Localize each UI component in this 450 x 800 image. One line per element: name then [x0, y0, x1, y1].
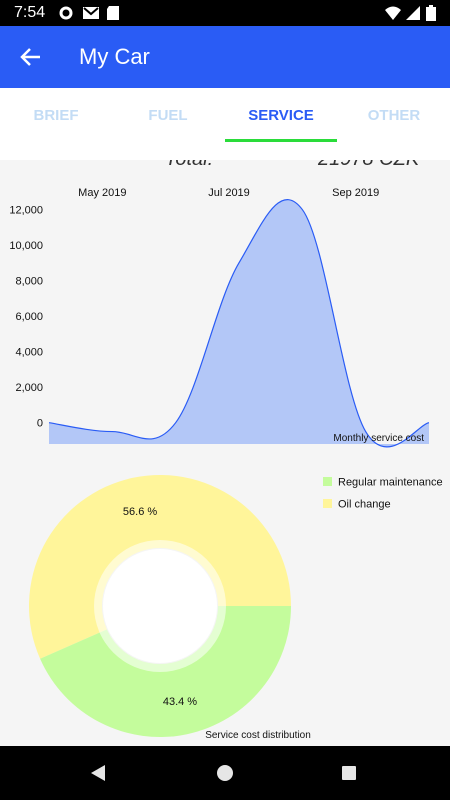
y-tick-label: 2,000 [15, 382, 43, 394]
y-tick-label: 6,000 [15, 311, 43, 323]
wifi-icon [385, 6, 401, 20]
x-top-label: Sep 2019 [332, 187, 379, 199]
total-value: 21978 CZK [318, 160, 419, 171]
service-content[interactable]: Total: 21978 CZK May 2019 Jul 2019 Sep 201… [0, 160, 450, 746]
legend-label: Regular maintenance [338, 477, 443, 489]
y-tick-label: 4,000 [15, 347, 43, 359]
signal-icon [406, 6, 420, 20]
battery-icon [426, 5, 436, 21]
tab-service[interactable]: SERVICE [248, 107, 314, 124]
pie-hole-center [103, 549, 217, 663]
tab-other[interactable]: OTHER [367, 107, 421, 124]
tab-fuel[interactable]: FUEL [148, 107, 188, 124]
y-tick-label: 0 [37, 418, 43, 430]
system-nav-bar [0, 746, 450, 800]
back-triangle-icon[interactable] [89, 764, 107, 782]
gear-icon [59, 6, 73, 20]
page-title: My Car [79, 44, 150, 69]
pie-slice-label: 43.4 % [163, 696, 197, 708]
legend-swatch [323, 477, 332, 486]
active-tab-indicator [225, 139, 337, 142]
status-time: 7:54 [14, 4, 46, 21]
y-tick-label: 10,000 [9, 240, 43, 252]
area-series-fill [49, 199, 429, 447]
app-bar: My Car [0, 26, 450, 88]
tab-bar: BRIEF FUEL SERVICE OTHER [0, 88, 450, 160]
y-tick-label: 12,000 [9, 205, 43, 217]
total-label: Total: [165, 160, 213, 171]
y-tick-label: 8,000 [15, 276, 43, 288]
service-cost-distribution-chart: 56.6 % 43.4 % Regular maintenance Oil chan… [28, 475, 443, 741]
area-series-line [48, 199, 430, 448]
sd-card-icon [107, 6, 119, 20]
pie-chart-title: Service cost distribution [205, 730, 311, 741]
legend-swatch [323, 499, 332, 508]
home-circle-icon[interactable] [215, 763, 235, 783]
area-chart-title: Monthly service cost [333, 433, 424, 444]
recents-square-icon[interactable] [341, 765, 357, 781]
status-bar: 7:54 [0, 0, 450, 26]
pie-slice-label: 56.6 % [123, 506, 157, 518]
legend-label: Oil change [338, 499, 391, 511]
monthly-service-cost-chart: May 2019 Jul 2019 Sep 2019 12,000 10,000 8,0… [9, 187, 430, 448]
tab-brief[interactable]: BRIEF [33, 107, 79, 124]
gmail-icon [83, 7, 99, 19]
x-top-label: May 2019 [78, 187, 126, 199]
back-arrow-icon[interactable] [18, 44, 44, 70]
x-top-label: Jul 2019 [208, 187, 250, 199]
